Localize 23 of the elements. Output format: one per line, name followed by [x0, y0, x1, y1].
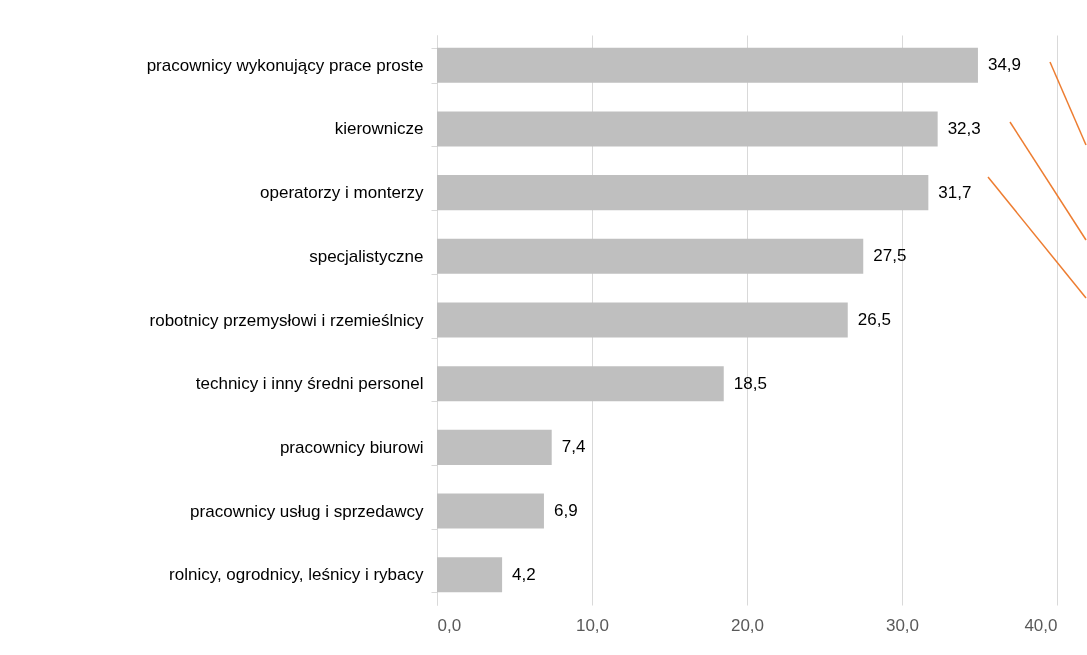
x-tick-label: 10,0 — [575, 615, 610, 635]
y-tick-label: technicy i inny średni personel — [195, 374, 424, 394]
x-tick-label: 20,0 — [730, 615, 765, 635]
data-label: 18,5 — [733, 373, 767, 393]
x-tick-label: 30,0 — [885, 615, 920, 635]
y-tick-label: robotnicy przemysłowi i rzemieślnicy — [149, 310, 424, 330]
data-label: 4,2 — [512, 564, 536, 584]
data-label: 31,7 — [938, 182, 972, 202]
y-tick-label: kierownicze — [334, 119, 424, 139]
x-tick-label: 40,0 — [1024, 615, 1058, 635]
y-tick-label: specjalistyczne — [309, 246, 424, 266]
y-tick-label: operatorzy i monterzy — [260, 183, 424, 203]
y-tick-label: pracownicy biurowi — [279, 437, 424, 457]
x-tick-label: 0,0 — [437, 615, 462, 635]
y-tick-label: pracownicy wykonujący prace proste — [146, 55, 424, 75]
data-label: 32,3 — [947, 118, 981, 138]
y-tick-label: rolnicy, ogrodnicy, leśnicy i rybacy — [169, 565, 424, 585]
data-label: 7,4 — [561, 437, 586, 457]
data-label: 27,5 — [873, 246, 907, 266]
data-label: 34,9 — [987, 55, 1022, 75]
data-label: 26,5 — [857, 310, 891, 329]
data-label: 6,9 — [553, 501, 578, 521]
y-tick-label: pracownicy usług i sprzedawcy — [190, 501, 424, 521]
